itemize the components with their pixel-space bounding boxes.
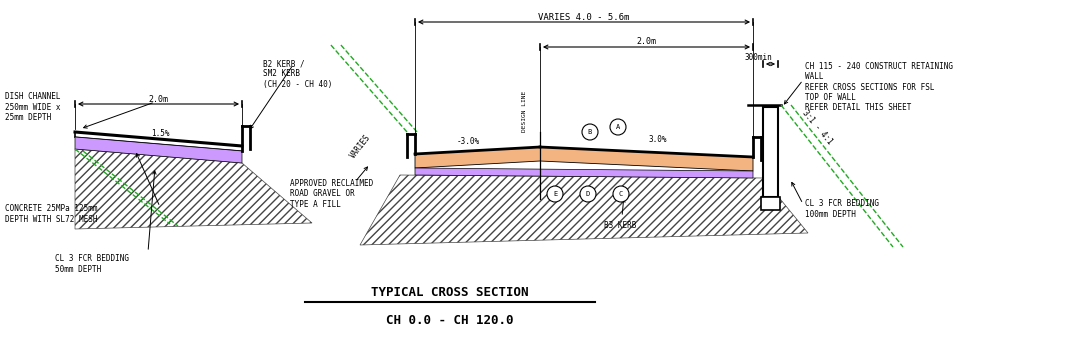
Circle shape (547, 186, 563, 202)
Circle shape (614, 186, 630, 202)
Text: D: D (586, 191, 590, 197)
Polygon shape (75, 149, 312, 229)
Polygon shape (415, 168, 753, 178)
Polygon shape (360, 175, 808, 245)
Text: B2 KERB /
SM2 KERB
(CH 20 - CH 40): B2 KERB / SM2 KERB (CH 20 - CH 40) (262, 59, 333, 89)
Text: CH 0.0 - CH 120.0: CH 0.0 - CH 120.0 (386, 314, 513, 327)
Polygon shape (761, 197, 780, 210)
Text: 1.5%: 1.5% (150, 130, 170, 139)
Text: DESIGN LINE: DESIGN LINE (523, 91, 527, 132)
Text: VARIES 4.0 - 5.6m: VARIES 4.0 - 5.6m (539, 13, 630, 22)
Text: 300min: 300min (744, 53, 771, 63)
Text: CL 3 FCR BEDDING
100mm DEPTH: CL 3 FCR BEDDING 100mm DEPTH (805, 199, 879, 219)
Polygon shape (763, 107, 778, 197)
Text: C: C (619, 191, 623, 197)
Text: A: A (616, 124, 620, 130)
Text: 3.0%: 3.0% (649, 135, 667, 145)
Text: DISH CHANNEL
250mm WIDE x
25mm DEPTH: DISH CHANNEL 250mm WIDE x 25mm DEPTH (5, 92, 61, 122)
Circle shape (610, 119, 626, 135)
Text: CONCRETE 25MPa 125mm
DEPTH WITH SL72 MESH: CONCRETE 25MPa 125mm DEPTH WITH SL72 MES… (5, 204, 97, 224)
Polygon shape (415, 147, 753, 171)
Text: CH 115 - 240 CONSTRUCT RETAINING
WALL
REFER CROSS SECTIONS FOR FSL
TOP OF WALL
R: CH 115 - 240 CONSTRUCT RETAINING WALL RE… (805, 62, 953, 112)
Text: -3.0%: -3.0% (457, 137, 479, 146)
Text: 3:1 - 4:1: 3:1 - 4:1 (800, 108, 833, 146)
Text: 2.0m: 2.0m (636, 38, 656, 47)
Circle shape (580, 186, 596, 202)
Text: E: E (553, 191, 557, 197)
Text: B: B (588, 129, 592, 135)
Circle shape (582, 124, 598, 140)
Text: 2.0m: 2.0m (148, 94, 168, 104)
Polygon shape (75, 137, 242, 163)
Text: APPROVED RECLAIMED
ROAD GRAVEL OR
TYPE A FILL: APPROVED RECLAIMED ROAD GRAVEL OR TYPE A… (290, 179, 373, 209)
Text: CL 3 FCR BEDDING
50mm DEPTH: CL 3 FCR BEDDING 50mm DEPTH (55, 254, 129, 274)
Text: TYPICAL CROSS SECTION: TYPICAL CROSS SECTION (371, 286, 529, 299)
Text: B3 KERB: B3 KERB (604, 221, 636, 229)
Text: VARIES: VARIES (348, 133, 372, 161)
